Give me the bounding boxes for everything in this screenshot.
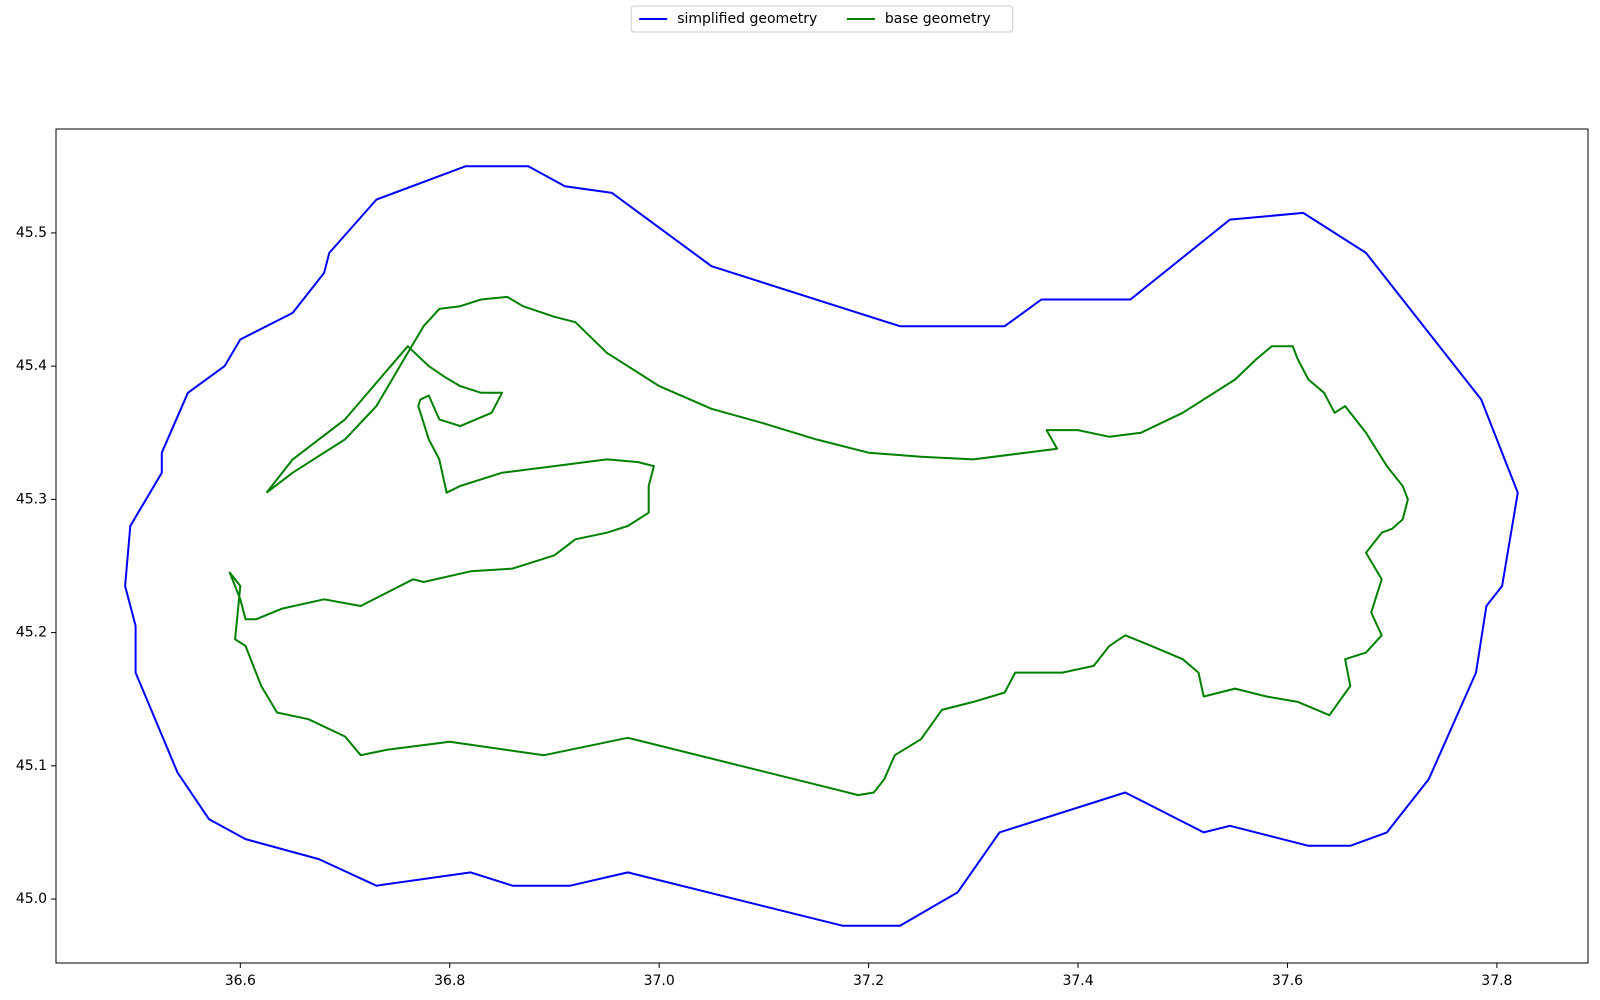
y-tick-label: 45.5 [16, 225, 47, 241]
y-tick-label: 45.2 [16, 625, 47, 641]
legend-label: simplified geometry [677, 11, 817, 27]
plot-frame [55, 128, 1589, 964]
legend-label: base geometry [885, 11, 991, 27]
legend-frame [630, 5, 1014, 33]
x-tick-label: 37.8 [1481, 973, 1512, 989]
x-tick-label: 37.6 [1272, 973, 1303, 989]
y-tick-label: 45.4 [16, 358, 47, 374]
legend: simplified geometry base geometry [630, 5, 1014, 33]
y-tick-label: 45.0 [16, 891, 47, 907]
x-tick-label: 36.8 [434, 973, 465, 989]
x-tick-label: 37.0 [644, 973, 675, 989]
x-tick-label: 37.4 [1062, 973, 1093, 989]
series-line [124, 165, 1519, 927]
x-tick-label: 37.2 [853, 973, 884, 989]
y-tick-label: 45.3 [16, 491, 47, 507]
series-line [228, 295, 1409, 797]
y-tick-label: 45.1 [16, 758, 47, 774]
x-tick-label: 36.6 [225, 973, 256, 989]
